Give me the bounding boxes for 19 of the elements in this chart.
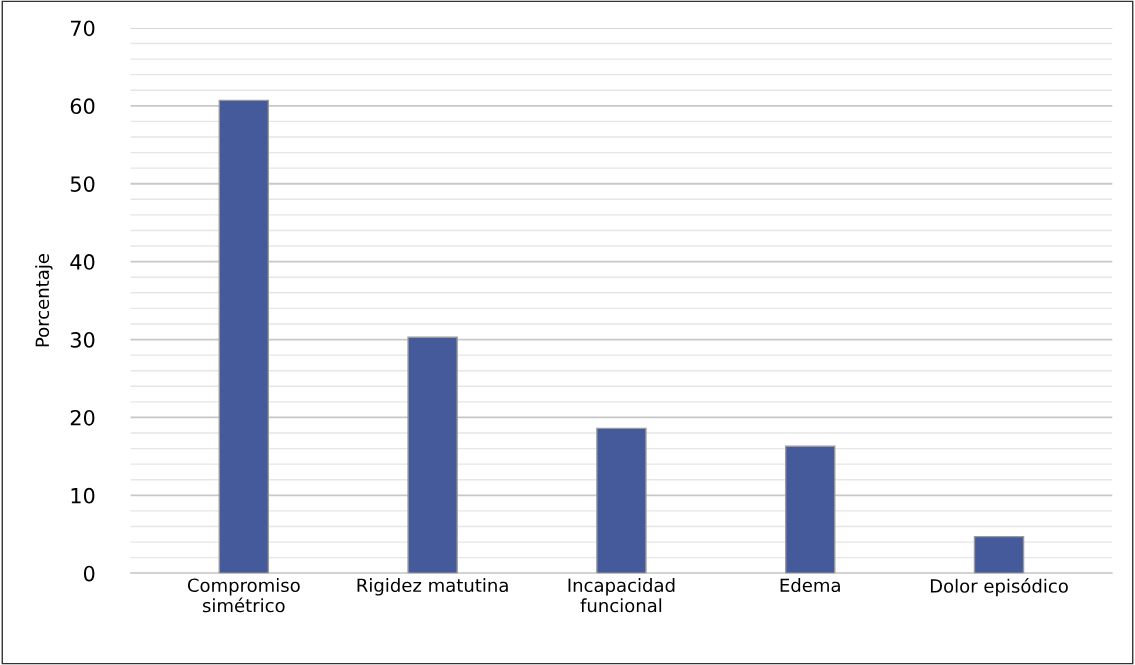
y-tick-label: 30: [70, 331, 95, 348]
y-tick-label: 70: [71, 20, 95, 37]
bar: [973, 535, 1025, 574]
y-tick-label: 40: [70, 254, 95, 270]
y-tick-label: 50: [70, 176, 95, 192]
bar: [784, 445, 836, 574]
y-axis-title: Porcentaje: [35, 254, 53, 347]
x-tick-label: Edema: [780, 578, 840, 593]
y-tick-label: 60: [70, 98, 95, 115]
x-tick-label: Compromiso simétrico: [187, 578, 300, 613]
y-tick-label: 20: [70, 409, 95, 426]
y-tick-label: 10: [71, 487, 95, 504]
bar: [407, 336, 458, 574]
x-tick-label: Rigidez matutina: [357, 578, 508, 596]
y-tick-label: 0: [83, 565, 95, 582]
bar: [218, 99, 270, 574]
bar: [596, 427, 647, 574]
x-tick-label: Incapacidad funcional: [568, 578, 675, 613]
x-tick-label: Dolor episódico: [930, 578, 1068, 597]
